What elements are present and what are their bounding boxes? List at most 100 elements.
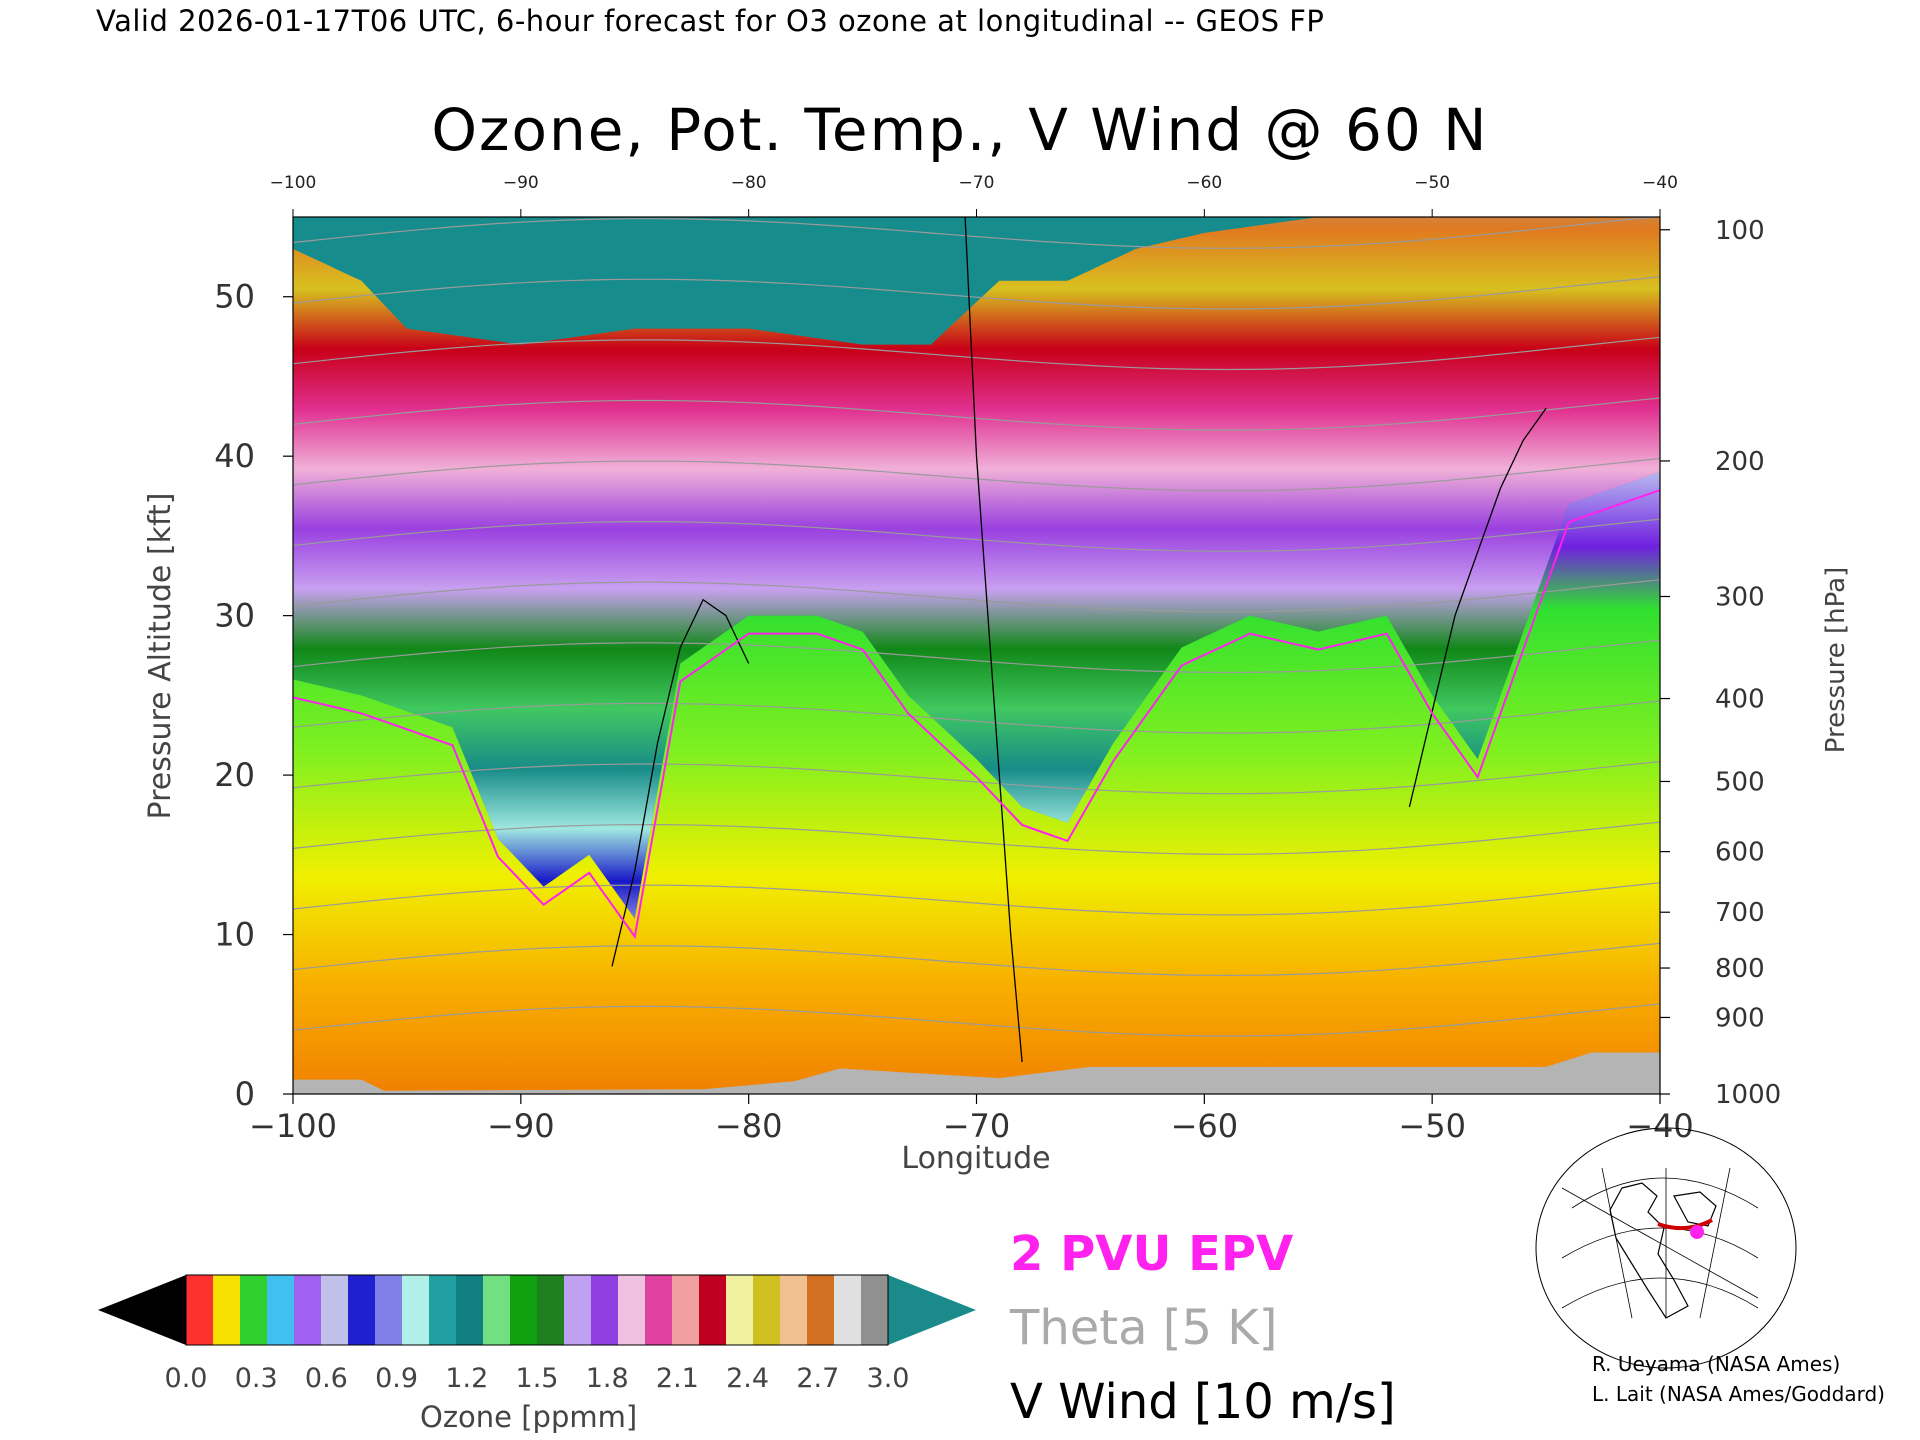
colorbar-swatch: [726, 1275, 754, 1345]
colorbar-tick-label: 0.9: [375, 1363, 418, 1394]
v-wind-contour-0: [964, 217, 1023, 1063]
colorbar-tick-label: 2.4: [726, 1363, 769, 1394]
theta-contours: [293, 217, 1660, 1037]
colorbar-swatch: [753, 1275, 781, 1345]
colorbar-swatch: [537, 1275, 565, 1345]
colorbar-swatch: [618, 1275, 646, 1345]
colorbar-under-triangle: [98, 1275, 186, 1345]
pressure-tick-label: 100: [1715, 216, 1765, 246]
theta-contour-290: [293, 882, 1660, 916]
colorbar-swatch: [591, 1275, 619, 1345]
pressure-tick-label: 900: [1715, 1003, 1765, 1033]
terrain-mask: [293, 1052, 1660, 1094]
colorbar-tick-label: 1.8: [586, 1363, 629, 1394]
y-axis-label: Pressure Altitude [kft]: [143, 493, 178, 820]
colorbar-tick-label: 1.2: [445, 1363, 488, 1394]
colorbar-swatch: [402, 1275, 430, 1345]
pressure-tick-label: 300: [1715, 583, 1765, 613]
v-wind-contour-30: [1408, 407, 1547, 808]
pressure-tick-label: 600: [1715, 838, 1765, 868]
x-tick-label: −100: [249, 1107, 337, 1145]
y-tick-label: 10: [214, 916, 255, 954]
colorbar-swatch: [294, 1275, 322, 1345]
colorbar-over-triangle: [888, 1275, 976, 1345]
y-tick-label: 0: [235, 1075, 255, 1113]
colorbar-frame: [185, 1274, 889, 1346]
pressure-axis-label: Pressure [hPa]: [1821, 567, 1851, 754]
colorbar-swatch: [861, 1275, 889, 1345]
y-tick-label: 50: [214, 278, 255, 316]
x-tick-label: −70: [943, 1107, 1011, 1145]
x-tick-label: −50: [1398, 1107, 1466, 1145]
colorbar-tick-label: 3.0: [867, 1363, 910, 1394]
x-top-tick-label: −80: [731, 173, 767, 193]
y-tick-label: 30: [214, 597, 255, 635]
credit-line-2: L. Lait (NASA Ames/Goddard): [1592, 1382, 1885, 1406]
colorbar-swatch: [456, 1275, 484, 1345]
forecast-header: Valid 2026-01-17T06 UTC, 6-hour forecast…: [96, 4, 1325, 38]
x-top-tick-label: −90: [503, 173, 539, 193]
colorbar-tick-label: 0.6: [305, 1363, 348, 1394]
x-top-tick-label: −40: [1642, 173, 1678, 193]
x-top-tick-label: −60: [1186, 173, 1222, 193]
x-tick-label: −80: [715, 1107, 783, 1145]
x-axis-label: Longitude: [901, 1141, 1050, 1176]
v-wind-contour-10: [611, 598, 750, 967]
pressure-tick-label: 400: [1715, 685, 1765, 715]
colorbar-tick-label: 1.5: [516, 1363, 559, 1394]
colorbar-tick-label: 2.7: [796, 1363, 839, 1394]
colorbar-swatch: [267, 1275, 295, 1345]
theta-contour-300: [293, 821, 1660, 855]
colorbar-swatch: [807, 1275, 835, 1345]
theta-contour-350: [293, 518, 1660, 552]
legend-epv: 2 PVU EPV: [1010, 1226, 1294, 1282]
pressure-tick-label: 700: [1715, 898, 1765, 928]
pressure-tick-label: 800: [1715, 954, 1765, 984]
theta-contour-420: [293, 217, 1660, 249]
theta-contour-360: [293, 458, 1660, 492]
x-top-tick-label: −50: [1414, 173, 1450, 193]
colorbar-tick-label: 2.1: [656, 1363, 699, 1394]
colorbar-swatch: [645, 1275, 673, 1345]
colorbar-swatch: [510, 1275, 538, 1345]
pressure-tick-label: 500: [1715, 767, 1765, 797]
colorbar-swatch: [321, 1275, 349, 1345]
theta-contour-330: [293, 639, 1660, 674]
x-top-tick-label: −100: [270, 173, 317, 193]
theta-contour-310: [293, 761, 1660, 795]
chart-title: Ozone, Pot. Temp., V Wind @ 60 N: [431, 96, 1489, 164]
colorbar-swatch: [213, 1275, 241, 1345]
tropospheric-ozone-field: [293, 472, 1660, 1094]
x-tick-label: −40: [1626, 1107, 1694, 1145]
colorbar-swatch: [834, 1275, 862, 1345]
theta-contour-380: [293, 397, 1660, 431]
pressure-tick-label: 1000: [1715, 1080, 1781, 1110]
stratospheric-ozone-bands: [293, 217, 1660, 919]
theta-contour-320: [293, 700, 1660, 734]
theta-contour-340: [293, 579, 1660, 613]
colorbar-swatch: [780, 1275, 808, 1345]
colorbar-tick-label: 0.3: [235, 1363, 278, 1394]
x-tick-label: −60: [1171, 1107, 1239, 1145]
colorbar-swatch: [375, 1275, 403, 1345]
plot-fields: [293, 217, 1660, 1094]
theta-contour-280: [293, 942, 1660, 977]
colorbar-swatch: [564, 1275, 592, 1345]
x-tick-label: −90: [487, 1107, 555, 1145]
colorbar-swatch: [699, 1275, 727, 1345]
colorbar-swatch: [672, 1275, 700, 1345]
colorbar-swatch: [429, 1275, 457, 1345]
theta-contour-270: [293, 1003, 1660, 1037]
colorbar-tick-label: 0.0: [165, 1363, 208, 1394]
colorbar-swatch: [348, 1275, 376, 1345]
credit-line-1: R. Ueyama (NASA Ames): [1592, 1352, 1841, 1376]
v-wind-contours: [611, 217, 1547, 1063]
axes: −100 −90 −80 −70 −60 −50 −40 −100 −90 −80 −70 −60 −5…: [214, 173, 1781, 1145]
theta-contour-410: [293, 276, 1660, 310]
x-top-tick-label: −70: [959, 173, 995, 193]
y-tick-label: 40: [214, 437, 255, 475]
colorbar-swatch: [483, 1275, 511, 1345]
theta-contour-400: [293, 336, 1660, 371]
